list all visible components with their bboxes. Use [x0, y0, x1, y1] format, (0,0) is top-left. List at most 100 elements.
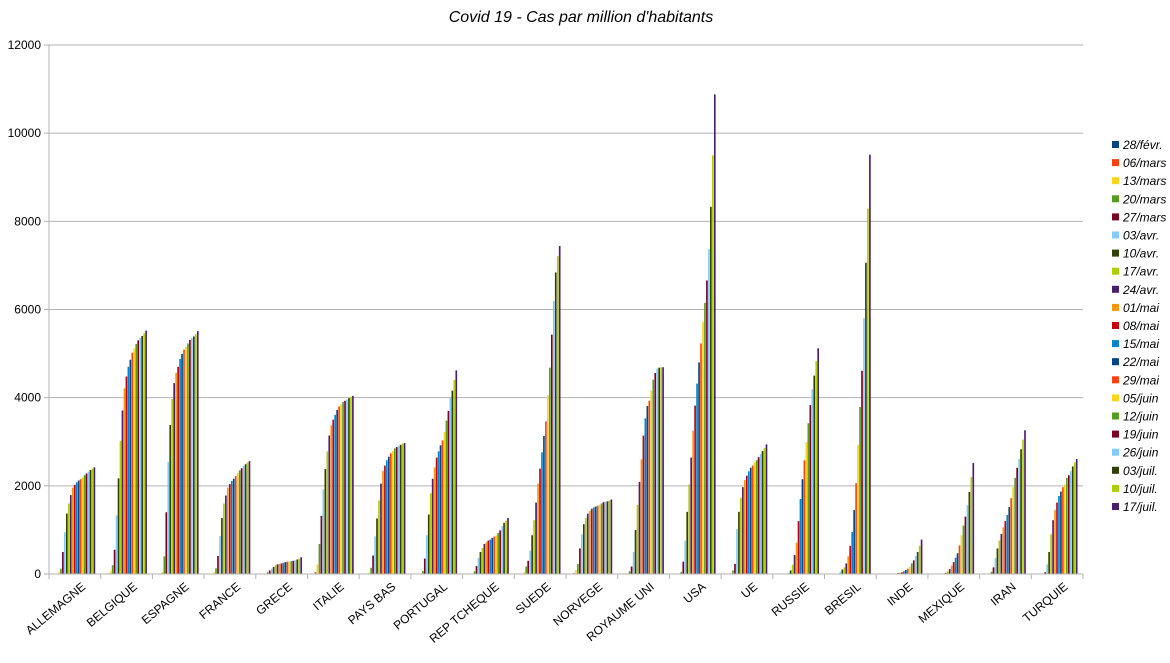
y-axis-ticks: 0 2000 4000 6000 8000 10000 12000: [8, 38, 49, 581]
bar: [384, 465, 386, 574]
bar: [914, 555, 917, 574]
bar: [918, 545, 921, 574]
bar: [734, 563, 736, 574]
bar: [64, 532, 66, 574]
bar: [288, 561, 291, 574]
bar: [332, 419, 335, 574]
bar: [1050, 534, 1052, 574]
bar: [686, 511, 689, 574]
bar: [954, 557, 957, 574]
bar: [539, 468, 541, 574]
bar: [604, 501, 607, 574]
bar: [694, 405, 696, 574]
bar: [1054, 510, 1056, 574]
bar: [485, 542, 488, 574]
bar: [648, 400, 651, 574]
bar: [787, 572, 790, 574]
bar: [248, 461, 251, 574]
bar: [451, 390, 454, 574]
bar: [109, 571, 112, 574]
legend-swatch: [1112, 303, 1119, 311]
bar: [803, 460, 806, 574]
bar: [600, 503, 603, 574]
bar: [435, 457, 438, 574]
bar: [642, 435, 645, 574]
bar: [503, 522, 505, 574]
bar: [541, 452, 543, 574]
bar: [278, 563, 281, 574]
bar: [692, 430, 694, 574]
bar: [137, 340, 140, 574]
bar: [558, 246, 561, 574]
bar: [763, 447, 766, 574]
category-label: TURQUIE: [1020, 580, 1070, 625]
bar: [483, 544, 486, 574]
bar: [443, 432, 446, 574]
bar: [968, 492, 971, 574]
gridlines: [49, 44, 1083, 575]
legend-label: 10/avr.: [1123, 247, 1159, 261]
bar: [903, 571, 905, 574]
bar: [749, 467, 752, 574]
bar: [344, 400, 346, 574]
bar: [732, 570, 734, 574]
bar: [282, 562, 285, 574]
bar: [608, 500, 611, 574]
bar: [242, 466, 245, 574]
legend-swatch: [1112, 267, 1119, 275]
bar: [579, 548, 581, 574]
bar: [77, 480, 80, 574]
category-label: USA: [681, 580, 709, 607]
category-label: UE: [738, 580, 760, 601]
bar: [549, 367, 551, 574]
legend-swatch: [1112, 195, 1119, 203]
bar: [688, 484, 691, 574]
bar: [501, 526, 503, 574]
bar: [91, 468, 94, 574]
bar: [169, 425, 172, 574]
legend-label: 17/avr.: [1123, 265, 1159, 279]
bar: [577, 563, 579, 574]
bar: [175, 372, 177, 574]
bar: [795, 542, 798, 574]
bar: [592, 507, 595, 574]
y-tick-label: 12000: [8, 38, 42, 52]
bar: [125, 376, 128, 574]
bar: [143, 333, 145, 574]
bar: [318, 544, 321, 574]
bar: [284, 562, 287, 574]
bar: [191, 337, 193, 574]
bar: [1000, 533, 1003, 574]
bar: [606, 501, 609, 574]
bar: [129, 359, 132, 574]
bar: [117, 478, 120, 574]
bar: [865, 262, 867, 574]
bar: [62, 551, 64, 574]
bar: [431, 478, 434, 574]
bar: [847, 556, 850, 574]
bar: [433, 467, 436, 574]
bar: [523, 572, 526, 574]
bar: [658, 367, 660, 574]
bar: [855, 483, 857, 574]
bar: [314, 572, 317, 574]
bar: [240, 468, 243, 574]
legend-swatch: [1112, 340, 1119, 348]
bar: [127, 366, 130, 574]
bar: [320, 515, 323, 574]
legend-swatch: [1112, 358, 1119, 366]
bar: [650, 390, 653, 574]
legend-label: 13/mars: [1123, 174, 1166, 188]
bar: [791, 564, 794, 574]
bar: [439, 445, 442, 574]
bar: [374, 536, 376, 574]
bar: [1048, 551, 1050, 574]
bar: [121, 410, 124, 574]
bar: [736, 529, 738, 574]
bar: [505, 520, 507, 574]
legend-swatch: [1112, 322, 1119, 329]
bar: [326, 451, 329, 574]
legend-swatch: [1112, 484, 1119, 492]
bar: [1010, 498, 1013, 574]
bar: [628, 571, 631, 574]
